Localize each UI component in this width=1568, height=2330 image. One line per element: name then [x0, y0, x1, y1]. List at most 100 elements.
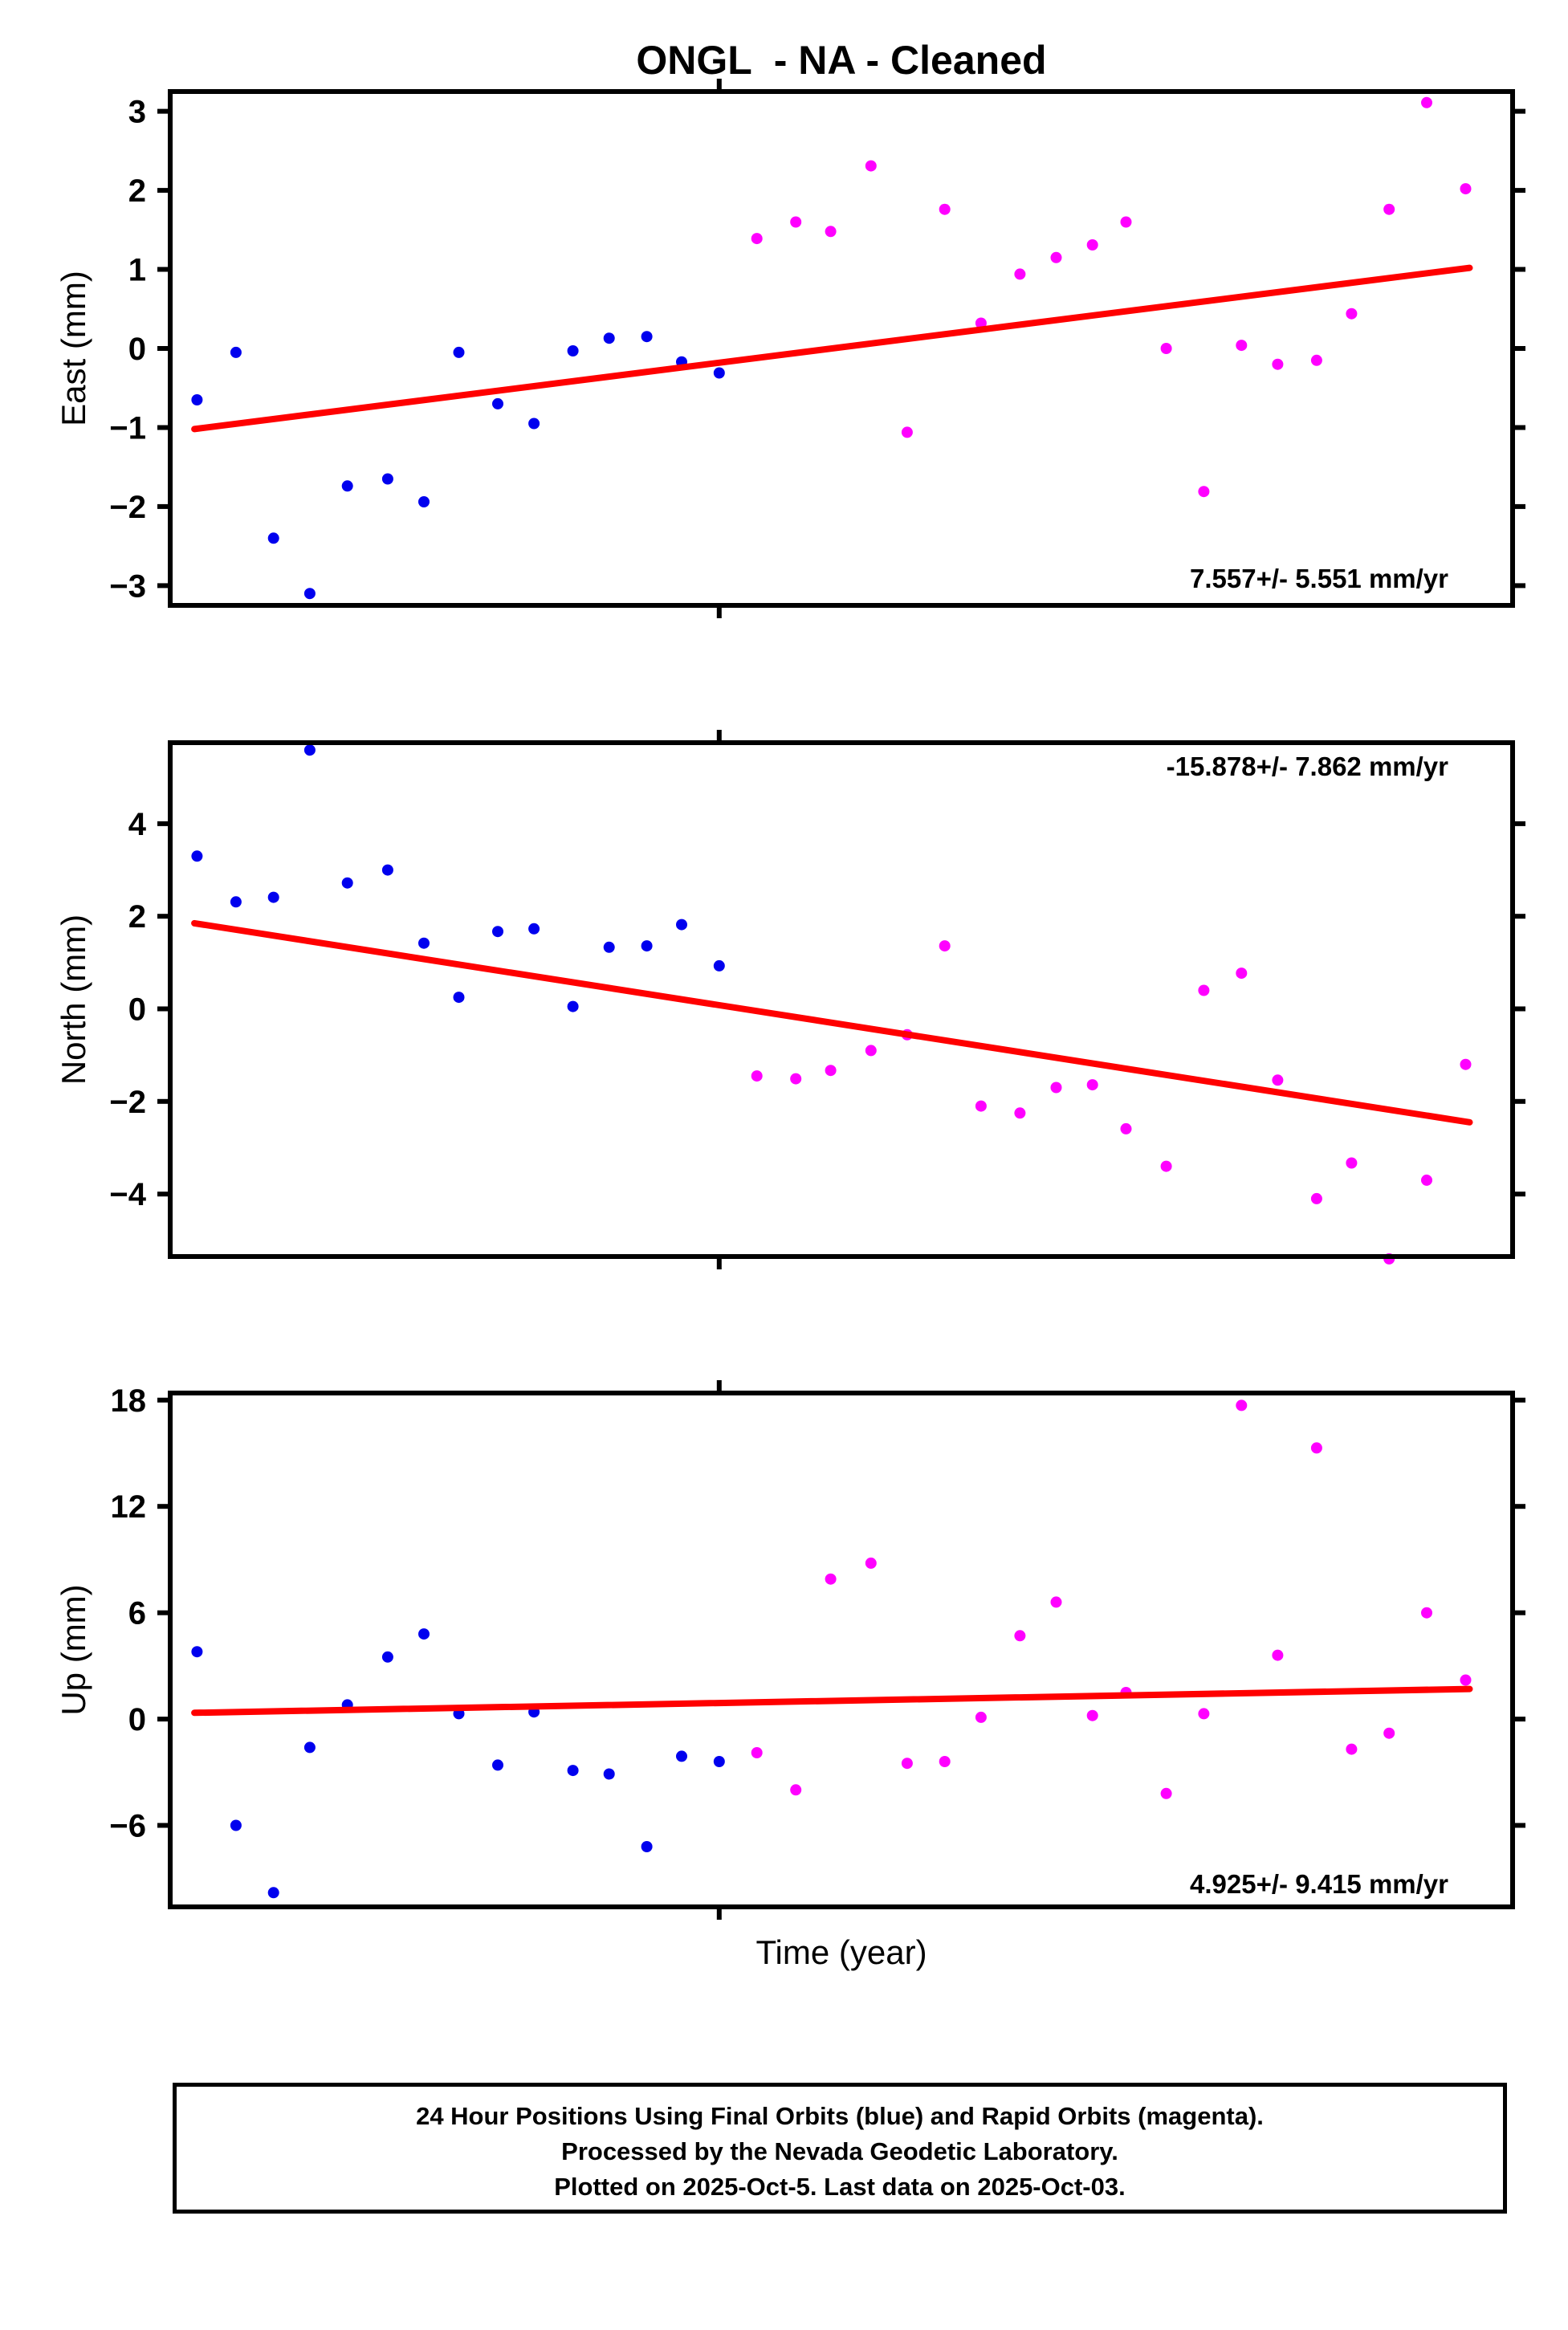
y-tick-label: −3	[109, 568, 146, 604]
rapid-orbit-point	[1272, 358, 1284, 370]
rapid-orbit-point	[1050, 251, 1062, 263]
rapid-orbit-point	[975, 1100, 987, 1112]
y-tick-label: −6	[109, 1809, 146, 1844]
rapid-orbit-point	[1198, 486, 1210, 498]
y-tick-label: 0	[128, 1702, 146, 1737]
final-orbit-point	[567, 1765, 579, 1777]
rapid-orbit-point	[1086, 1709, 1098, 1721]
rapid-orbit-point	[865, 1557, 877, 1569]
final-orbit-point	[641, 331, 653, 343]
rapid-orbit-point	[825, 1065, 837, 1077]
y-tick-label: 3	[128, 95, 146, 130]
rapid-orbit-point	[1346, 308, 1358, 320]
final-orbit-point	[267, 891, 279, 903]
y-tick-label: 12	[111, 1489, 147, 1525]
rapid-orbit-point	[1236, 340, 1248, 352]
final-orbit-point	[453, 992, 465, 1004]
north-rate-annotation: -15.878+/- 7.862 mm/yr	[1166, 752, 1448, 781]
rapid-orbit-point	[1460, 183, 1472, 195]
footer-note-box: 24 Hour Positions Using Final Orbits (bl…	[173, 2083, 1507, 2214]
rapid-orbit-point	[1346, 1743, 1358, 1755]
trend-line	[191, 1685, 1473, 1717]
footer-line-processed: Processed by the Nevada Geodetic Laborat…	[561, 2137, 1118, 2165]
final-orbit-point	[603, 1768, 615, 1780]
final-orbit-point	[303, 1741, 316, 1754]
y-tick-label: 18	[111, 1383, 147, 1419]
y-tick-label: 1	[128, 253, 146, 288]
rapid-orbit-point	[825, 226, 837, 238]
y-tick-label: −2	[109, 490, 146, 525]
rapid-orbit-point	[1310, 1442, 1322, 1454]
rapid-orbit-point	[939, 203, 951, 215]
rapid-orbit-point	[1421, 1174, 1432, 1186]
rapid-orbit-point	[975, 1711, 987, 1723]
rapid-orbit-point	[1383, 1727, 1395, 1739]
plot-frame	[168, 1391, 1515, 1909]
final-orbit-point	[641, 1841, 653, 1852]
final-orbit-point	[528, 418, 540, 430]
north-axis-title: North (mm)	[55, 914, 92, 1086]
final-orbit-point	[381, 864, 393, 876]
footer-line-plotted: Plotted on 2025-Oct-5. Last data on 2025…	[554, 2173, 1126, 2201]
rapid-orbit-point	[1120, 1122, 1132, 1134]
final-orbit-point	[303, 744, 316, 756]
final-orbit-point	[418, 937, 430, 949]
final-orbit-point	[603, 941, 615, 953]
final-orbit-point	[676, 1750, 687, 1762]
trend-line	[191, 264, 1473, 433]
rapid-orbit-point	[751, 1747, 763, 1758]
rapid-orbit-point	[1160, 343, 1172, 354]
rapid-orbit-point	[751, 1070, 763, 1082]
footer-line-orbits: 24 Hour Positions Using Final Orbits (bl…	[416, 2102, 1264, 2130]
final-orbit-point	[230, 896, 242, 908]
final-orbit-point	[381, 473, 393, 485]
rapid-orbit-point	[1236, 967, 1248, 980]
rapid-orbit-point	[1272, 1074, 1284, 1086]
rapid-orbit-point	[1460, 1058, 1472, 1070]
rapid-orbit-point	[865, 1045, 877, 1057]
final-orbit-point	[381, 1651, 393, 1663]
x-axis-title: Time (year)	[755, 1933, 927, 1971]
final-orbit-point	[191, 1646, 203, 1658]
rapid-orbit-point	[790, 216, 802, 228]
y-tick-label: 2	[128, 899, 146, 935]
rapid-orbit-point	[1421, 1607, 1432, 1619]
rapid-orbit-point	[1086, 239, 1098, 251]
east-axis-title: East (mm)	[55, 271, 92, 426]
final-orbit-point	[230, 346, 242, 358]
final-orbit-point	[230, 1819, 242, 1831]
final-orbit-point	[713, 367, 725, 379]
rapid-orbit-point	[1050, 1596, 1062, 1608]
rapid-orbit-point	[1346, 1157, 1358, 1169]
rapid-orbit-point	[751, 233, 763, 245]
y-tick-label: 0	[128, 992, 146, 1028]
final-orbit-point	[713, 1756, 725, 1767]
rapid-orbit-point	[1310, 1192, 1322, 1204]
rapid-orbit-point	[1198, 1708, 1210, 1720]
final-orbit-point	[341, 877, 353, 889]
y-tick-label: 6	[128, 1596, 146, 1631]
rapid-orbit-point	[975, 317, 987, 329]
y-tick-label: −4	[109, 1177, 146, 1212]
rapid-orbit-point	[1421, 96, 1432, 108]
final-orbit-point	[418, 496, 430, 507]
final-orbit-point	[713, 959, 725, 972]
rapid-orbit-point	[790, 1073, 802, 1085]
final-orbit-point	[676, 919, 687, 931]
final-orbit-point	[567, 345, 579, 356]
rapid-orbit-point	[1160, 1160, 1172, 1172]
final-orbit-point	[191, 850, 203, 862]
up-axis-title: Up (mm)	[55, 1584, 92, 1716]
y-tick-label: −2	[109, 1085, 146, 1120]
plot-frame	[168, 740, 1515, 1259]
rapid-orbit-point	[1236, 1399, 1248, 1411]
rapid-orbit-point	[901, 1758, 913, 1770]
final-orbit-point	[418, 1628, 430, 1640]
up-rate-annotation: 4.925+/- 9.415 mm/yr	[1190, 1869, 1448, 1899]
rapid-orbit-point	[1272, 1649, 1284, 1661]
final-orbit-point	[528, 923, 540, 935]
rapid-orbit-point	[1086, 1079, 1098, 1091]
final-orbit-point	[603, 332, 615, 344]
